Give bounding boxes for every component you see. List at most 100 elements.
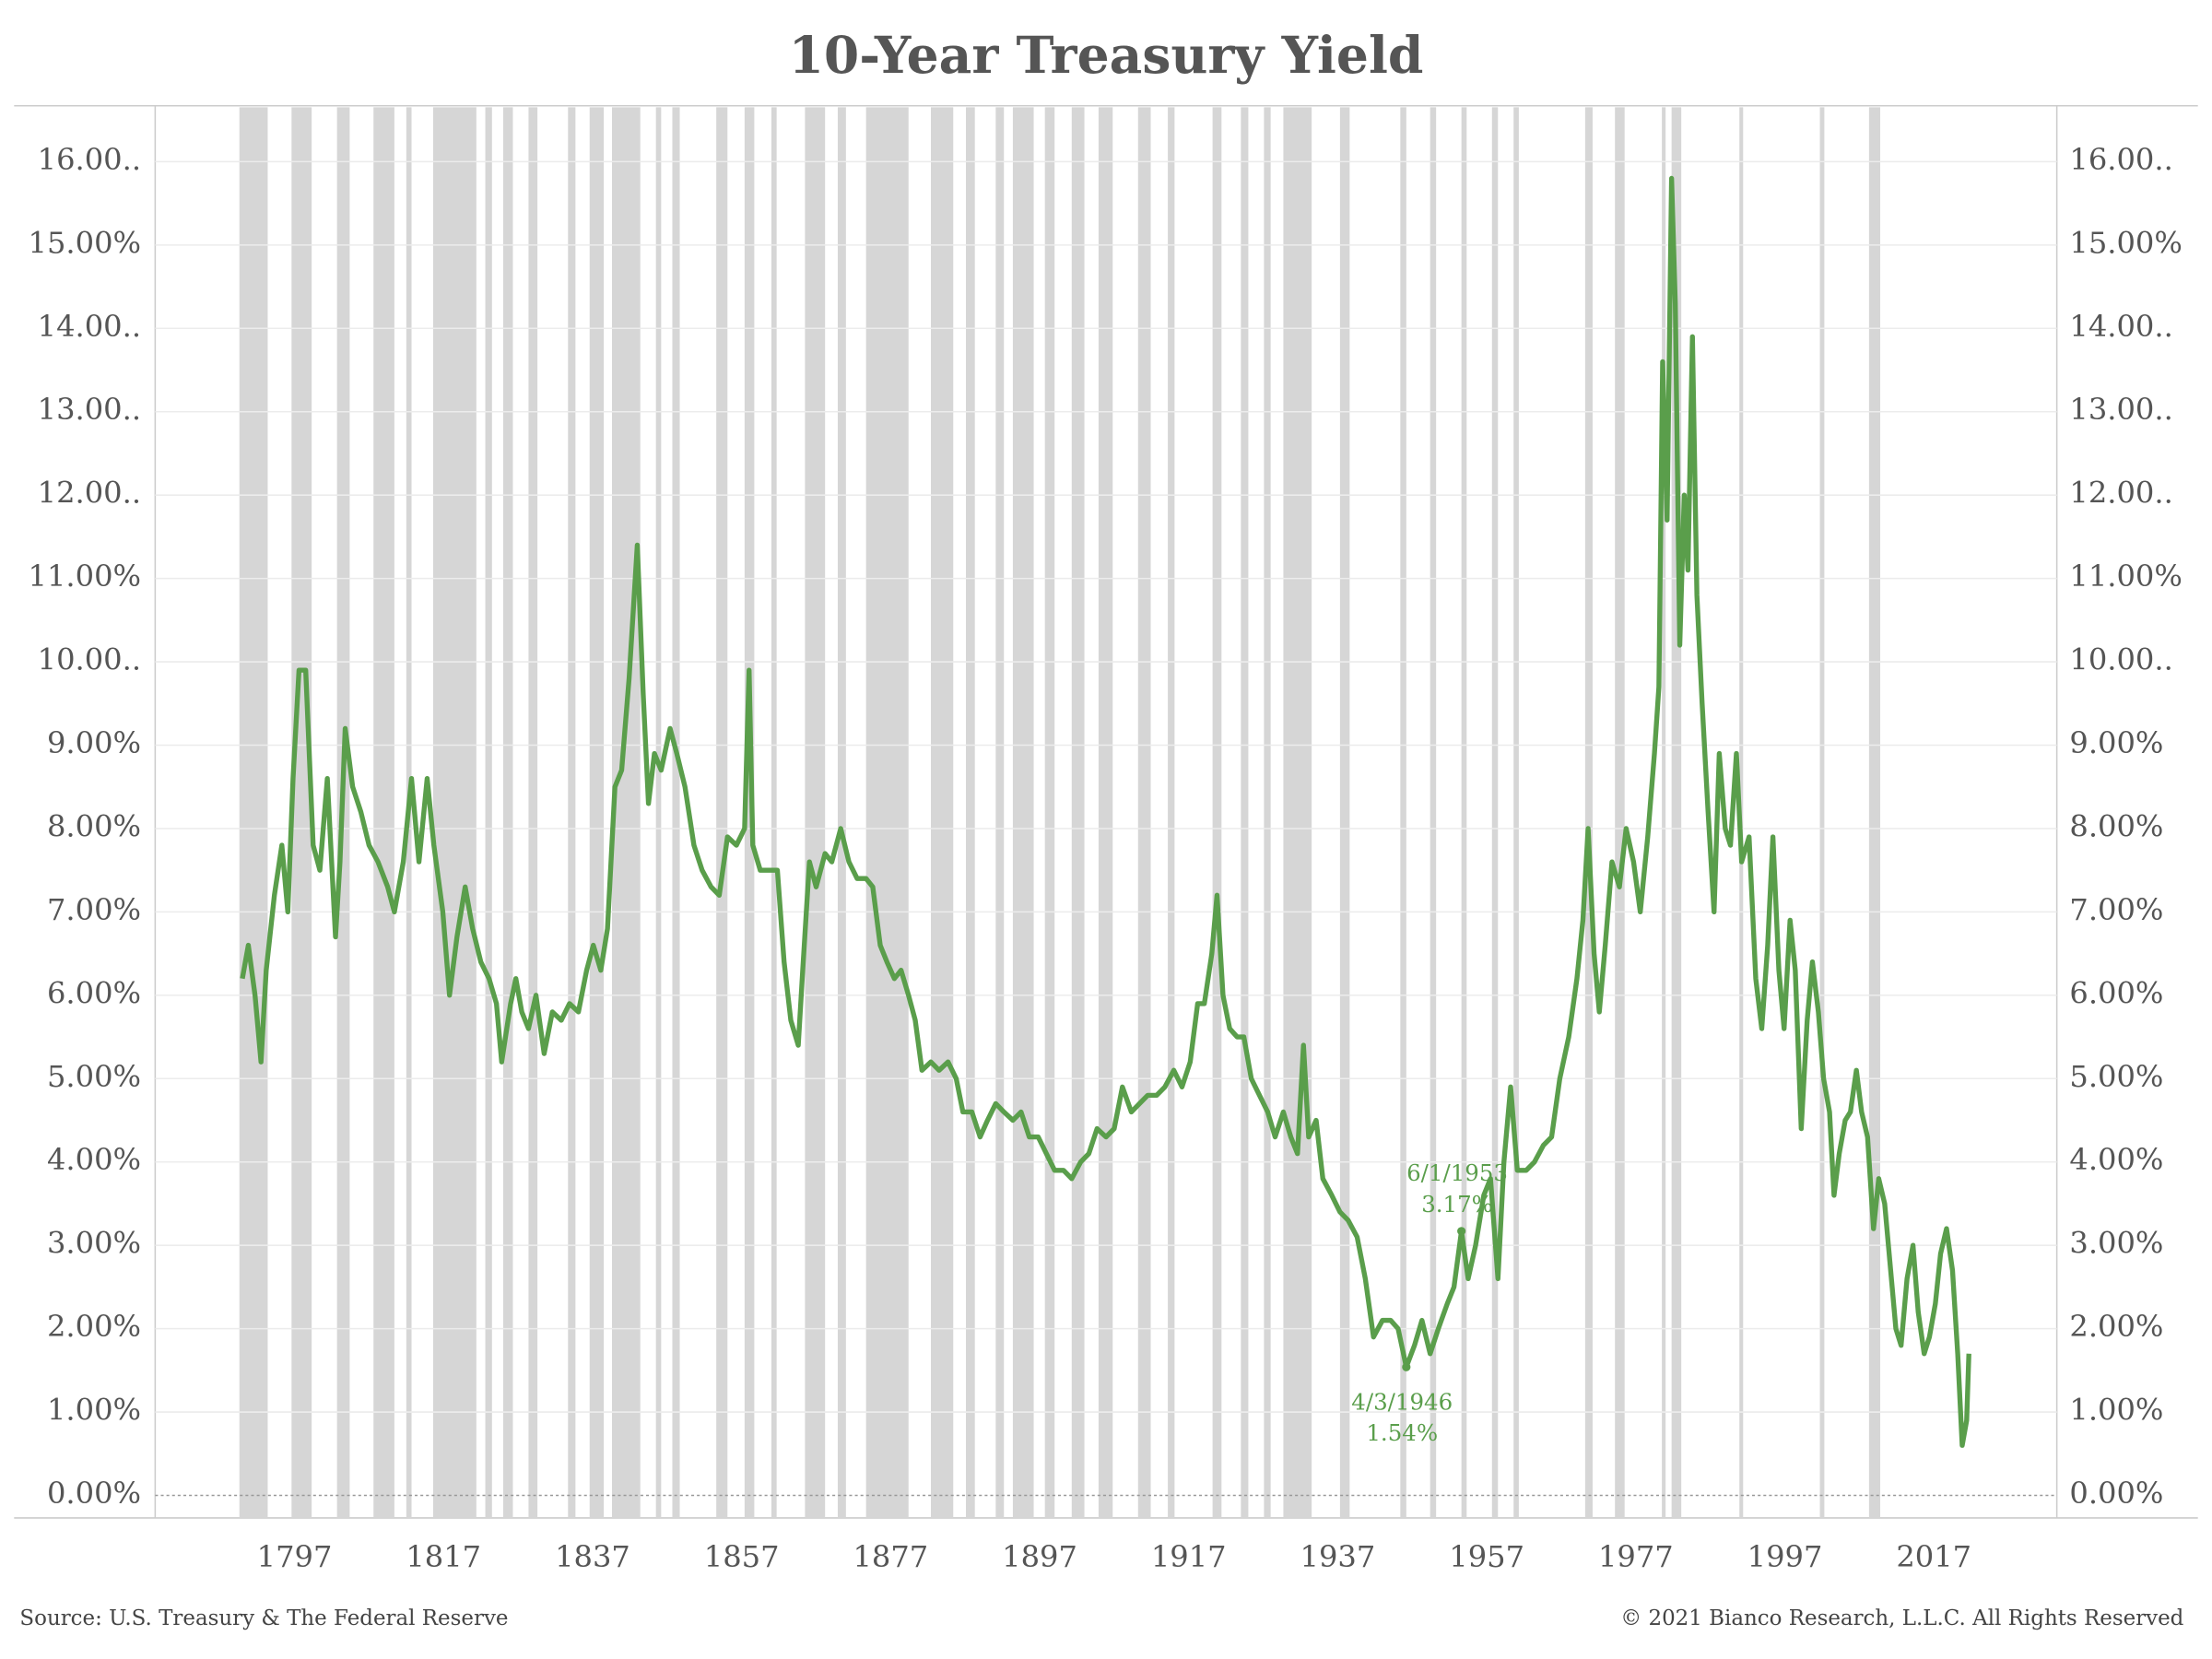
y-tick-label: 9.00% [47,725,141,760]
recession-band [1283,107,1312,1518]
y2-tick-label: 16.00.. [2069,142,2172,177]
y-tick-label: 16.00.. [38,142,141,177]
x-tick-label: 2017 [1896,1539,1971,1574]
recession-band [655,107,662,1518]
y-tick-label: 1.00% [47,1393,141,1428]
recession-band [966,107,975,1518]
x-tick-label: 1937 [1300,1539,1376,1574]
recession-band [1339,107,1350,1518]
recession-band [1098,107,1113,1518]
x-tick-label: 1977 [1598,1539,1674,1574]
recession-band [995,107,1005,1518]
annotation-label: 4/3/1946 [1351,1389,1453,1416]
recession-band [837,107,846,1518]
annotation-label: 6/1/1953 [1406,1159,1508,1186]
y2-tick-label: 8.00% [2069,808,2163,843]
yield-line [240,175,1971,1448]
recession-band [1137,107,1151,1518]
y2-tick-label: 15.00% [2069,225,2183,260]
annotation-value: 1.54% [1366,1419,1438,1446]
y2-tick-label: 10.00.. [2069,642,2172,677]
x-tick-label: 1797 [257,1539,333,1574]
recession-band [239,107,268,1518]
recession-band [528,107,538,1518]
y2-tick-label: 5.00% [2069,1059,2163,1094]
recession-band [1012,107,1034,1518]
recession-band [485,107,492,1518]
y-tick-label: 14.00.. [38,309,141,344]
x-tick-label: 1957 [1449,1539,1524,1574]
y2-tick-label: 6.00% [2069,975,2163,1010]
recession-band [1491,107,1499,1518]
y-tick-label: 8.00% [47,808,141,843]
recession-band [1868,107,1881,1518]
recession-band [502,107,513,1518]
recession-band [1400,107,1406,1518]
recession-band [771,107,777,1518]
recession-band [1241,107,1249,1518]
y-tick-label: 0.00% [47,1476,141,1511]
x-tick-label: 1877 [853,1539,928,1574]
recession-band [1071,107,1085,1518]
recession-band [1168,107,1175,1518]
recession-band [1819,107,1825,1518]
y-tick-label: 3.00% [47,1226,141,1261]
y-tick-label: 10.00.. [38,642,141,677]
recession-band [1584,107,1593,1518]
y-tick-label: 11.00% [29,559,142,594]
annotation-point [1402,1362,1411,1371]
copyright: © 2021 Bianco Research, L.L.C. All Right… [1620,1606,2183,1630]
chart-title: 10-Year Treasury Yield [789,25,1424,85]
recession-band [744,107,755,1518]
annotation-value: 3.17% [1421,1191,1493,1218]
y2-tick-label: 2.00% [2069,1309,2163,1344]
recession-band [1615,107,1625,1518]
y-tick-label: 4.00% [47,1142,141,1177]
y2-tick-label: 11.00% [2069,559,2183,594]
recession-band [865,107,909,1518]
recession-band [611,107,641,1518]
recession-band [1461,107,1467,1518]
y2-tick-label: 14.00.. [2069,309,2172,344]
y-tick-label: 6.00% [47,975,141,1010]
recession-band [589,107,605,1518]
y-tick-label: 5.00% [47,1059,141,1094]
x-tick-label: 1817 [406,1539,481,1574]
y2-tick-label: 13.00.. [2069,392,2172,427]
recession-band [1430,107,1437,1518]
x-tick-label: 1997 [1747,1539,1823,1574]
x-tick-label: 1857 [704,1539,780,1574]
y2-tick-label: 4.00% [2069,1142,2163,1177]
y-tick-label: 2.00% [47,1309,141,1344]
recession-band [1044,107,1055,1518]
recession-band [432,107,477,1518]
recession-band [1662,107,1666,1518]
recession-band [373,107,394,1518]
recession-band [931,107,954,1518]
recession-band [672,107,680,1518]
source: Source: U.S. Treasury & The Federal Rese… [19,1606,508,1630]
recession-band [1264,107,1271,1518]
x-tick-label: 1837 [555,1539,630,1574]
y2-tick-label: 12.00.. [2069,476,2172,511]
y2-tick-label: 0.00% [2069,1476,2163,1511]
annotation-point [1457,1227,1466,1236]
recession-band [1212,107,1222,1518]
recession-band [1671,107,1682,1518]
recession-band [291,107,312,1518]
x-tick-label: 1897 [1002,1539,1077,1574]
recession-band [716,107,728,1518]
y-tick-label: 15.00% [29,225,142,260]
recession-band [805,107,826,1518]
recession-band [568,107,576,1518]
recession-band [1513,107,1519,1518]
y-tick-label: 12.00.. [38,476,141,511]
y-tick-label: 13.00.. [38,392,141,427]
y2-tick-label: 1.00% [2069,1393,2163,1428]
y2-tick-label: 7.00% [2069,892,2163,927]
x-tick-label: 1917 [1151,1539,1227,1574]
y-tick-label: 7.00% [47,892,141,927]
y2-tick-label: 3.00% [2069,1226,2163,1261]
y2-tick-label: 9.00% [2069,725,2163,760]
